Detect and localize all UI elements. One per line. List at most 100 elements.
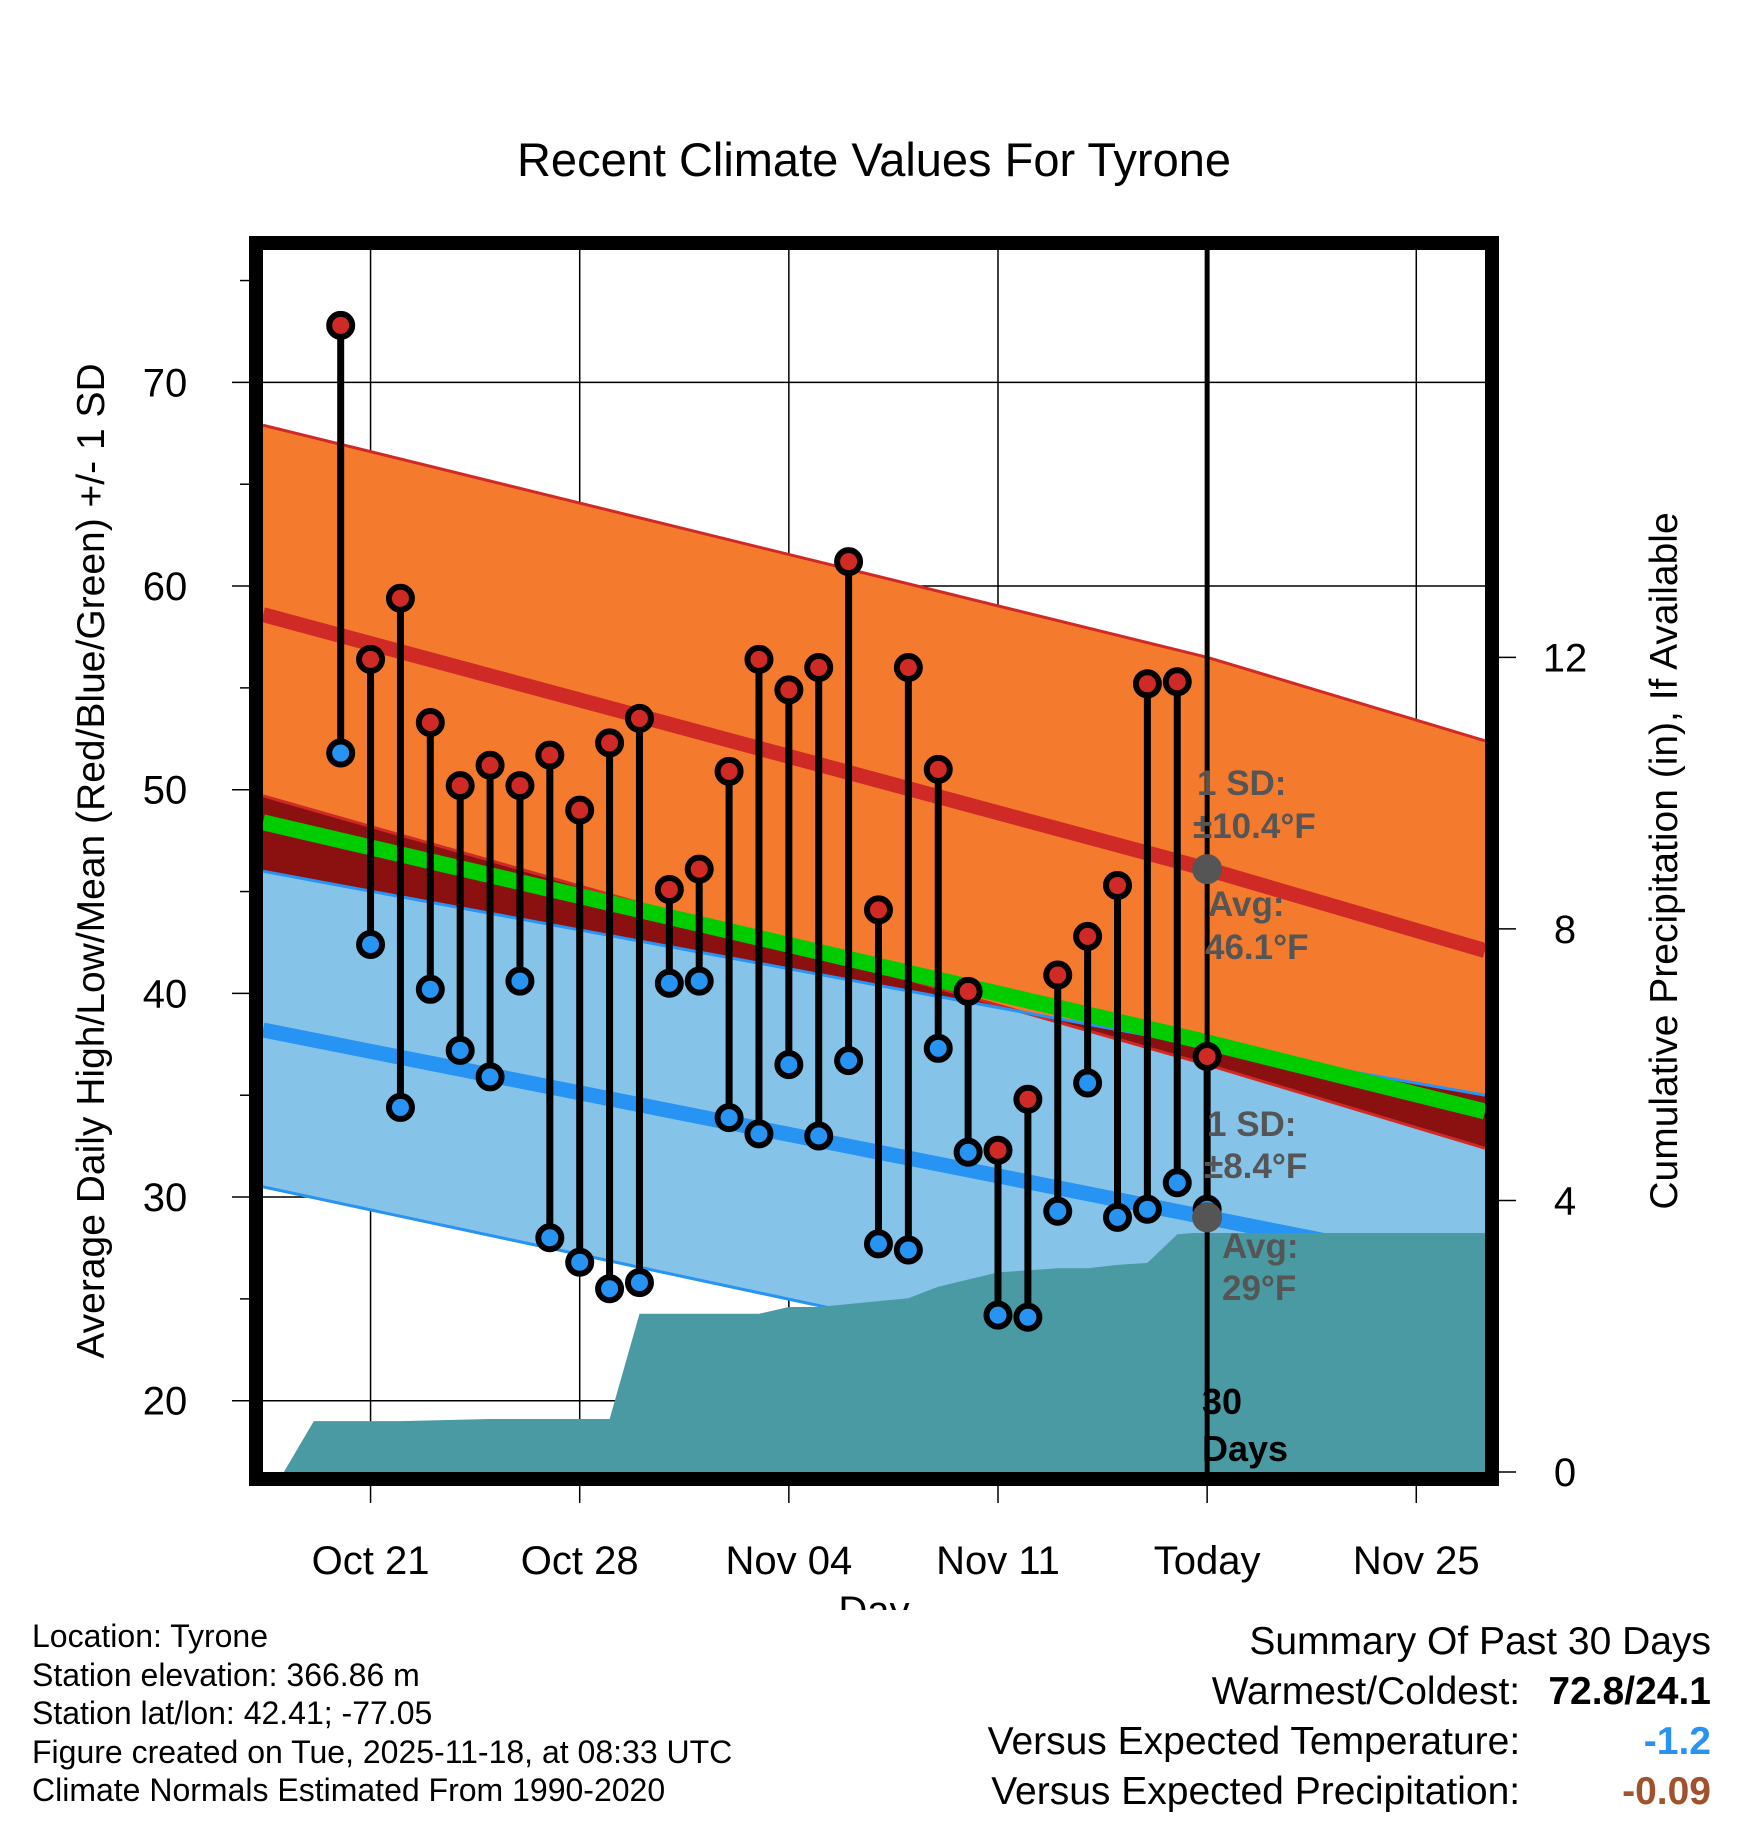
y2-axis-label: Cumulative Precipitation (in), If Availa… xyxy=(1643,512,1686,1209)
high-sd-label: 1 SD: xyxy=(1197,764,1286,803)
daily-high-point xyxy=(893,653,923,683)
high-avg-value: 46.1°F xyxy=(1205,928,1309,967)
low-avg-marker xyxy=(1192,1202,1223,1233)
axes: 20 30 40 50 60 70 0 4 8 12 Oct 21 Oct 28 Nov 04 Nov 1… xyxy=(143,279,1587,1583)
daily-low-point xyxy=(624,1268,654,1298)
daily-high-point xyxy=(535,740,565,770)
daily-low-point xyxy=(1043,1196,1073,1226)
y-tick-label: 70 xyxy=(143,361,188,405)
daily-high-point xyxy=(1103,870,1133,900)
daily-low-point xyxy=(415,974,445,1004)
daily-high-point xyxy=(1132,669,1162,699)
daily-low-point xyxy=(834,1046,864,1076)
created-text: Figure created on Tue, 2025-11-18, at 08… xyxy=(32,1733,733,1770)
daily-low-point xyxy=(893,1235,923,1265)
daily-low-point xyxy=(684,966,714,996)
summary-panel: Summary Of Past 30 Days Warmest/Coldest:… xyxy=(988,1617,1711,1817)
daily-low-point xyxy=(953,1137,983,1167)
y2-tick-label: 4 xyxy=(1554,1179,1576,1223)
y-tick-label: 40 xyxy=(143,972,188,1016)
daily-high-point xyxy=(475,750,505,780)
daily-high-point xyxy=(445,771,475,801)
daily-low-point xyxy=(774,1050,804,1080)
daily-high-point xyxy=(1043,960,1073,990)
daily-high-point xyxy=(1192,1042,1222,1072)
x-axis-label: Day xyxy=(838,1589,909,1610)
elevation-text: Station elevation: 366.86 m xyxy=(32,1656,420,1693)
chart-title: Recent Climate Values For Tyrone xyxy=(517,133,1231,186)
precip-departure-row: Versus Expected Precipitation: -0.09 xyxy=(988,1767,1711,1817)
daily-low-point xyxy=(356,930,386,960)
station-info: Location: Tyrone Station elevation: 366.… xyxy=(32,1617,732,1810)
daily-low-point xyxy=(505,966,535,996)
daily-high-point xyxy=(804,653,834,683)
daily-low-point xyxy=(714,1103,744,1133)
daily-high-point xyxy=(565,795,595,825)
daily-low-point xyxy=(326,738,356,768)
daily-low-point xyxy=(923,1033,953,1063)
x-tick-label: Nov 11 xyxy=(936,1539,1060,1583)
plot-frame xyxy=(249,236,1499,1486)
location-text: Location: Tyrone xyxy=(32,1618,269,1654)
y-tick-label: 30 xyxy=(143,1176,188,1220)
latlon-text: Station lat/lon: 42.41; -77.05 xyxy=(32,1695,433,1731)
daily-low-point xyxy=(1132,1194,1162,1224)
normals-text: Climate Normals Estimated From 1990-2020 xyxy=(32,1772,666,1808)
daily-low-point xyxy=(385,1092,415,1122)
daily-high-point xyxy=(624,703,654,733)
temp-departure-label: Versus Expected Temperature: xyxy=(987,1720,1521,1763)
high-sd-value: ±10.4°F xyxy=(1193,807,1316,846)
high-avg-marker xyxy=(1192,854,1223,885)
y2-tick-label: 8 xyxy=(1554,908,1576,952)
daily-low-point xyxy=(863,1229,893,1259)
daily-low-point xyxy=(595,1274,625,1304)
daily-low-point xyxy=(654,968,684,998)
x-tick-label: Today xyxy=(1154,1539,1261,1583)
low-avg-label: Avg: xyxy=(1222,1227,1298,1266)
daily-high-point xyxy=(863,895,893,925)
daily-high-point xyxy=(1013,1084,1043,1114)
daily-high-point xyxy=(415,708,445,738)
low-sd-value: ±8.4°F xyxy=(1204,1147,1307,1186)
x-tick-label: Oct 21 xyxy=(312,1539,430,1583)
y-tick-label: 50 xyxy=(143,769,188,813)
daily-high-point xyxy=(1162,667,1192,697)
window-count-label: 30 xyxy=(1202,1381,1242,1422)
daily-low-point xyxy=(475,1062,505,1092)
y-tick-label: 20 xyxy=(143,1380,188,1424)
warmest-coldest-label: Warmest/Coldest: xyxy=(1211,1670,1521,1713)
warmest-coldest-value: 72.8/24.1 xyxy=(1548,1670,1711,1713)
temp-departure-row: Versus Expected Temperature: -1.2 xyxy=(988,1717,1711,1767)
high-avg-label: Avg: xyxy=(1208,885,1284,924)
daily-low-point xyxy=(1073,1068,1103,1098)
daily-low-point xyxy=(744,1119,774,1149)
temp-departure-value: -1.2 xyxy=(1643,1720,1711,1763)
daily-high-point xyxy=(595,728,625,758)
x-tick-label: Nov 04 xyxy=(725,1539,852,1583)
daily-high-point xyxy=(1073,921,1103,951)
daily-high-point xyxy=(923,754,953,784)
daily-high-point xyxy=(744,644,774,674)
daily-high-point xyxy=(983,1135,1013,1165)
y-tick-label: 60 xyxy=(143,565,188,609)
daily-low-point xyxy=(565,1247,595,1277)
x-tick-label: Nov 25 xyxy=(1353,1539,1480,1583)
daily-low-point xyxy=(1103,1202,1133,1232)
precip-departure-label: Versus Expected Precipitation: xyxy=(991,1770,1521,1813)
daily-high-point xyxy=(834,547,864,577)
summary-heading: Summary Of Past 30 Days xyxy=(1249,1620,1711,1663)
daily-high-point xyxy=(953,976,983,1006)
daily-high-point xyxy=(654,875,684,905)
precip-area xyxy=(263,1233,1485,1472)
y2-tick-label: 0 xyxy=(1554,1451,1576,1495)
plot-area xyxy=(263,250,1485,1472)
daily-low-point xyxy=(983,1300,1013,1330)
daily-high-point xyxy=(356,644,386,674)
daily-high-point xyxy=(326,310,356,340)
daily-low-point xyxy=(804,1121,834,1151)
low-avg-value: 29°F xyxy=(1222,1269,1296,1308)
plot-border xyxy=(249,236,1499,1486)
warmest-coldest-row: Warmest/Coldest: 72.8/24.1 xyxy=(988,1667,1711,1717)
daily-low-point xyxy=(535,1223,565,1253)
daily-high-point xyxy=(774,675,804,705)
